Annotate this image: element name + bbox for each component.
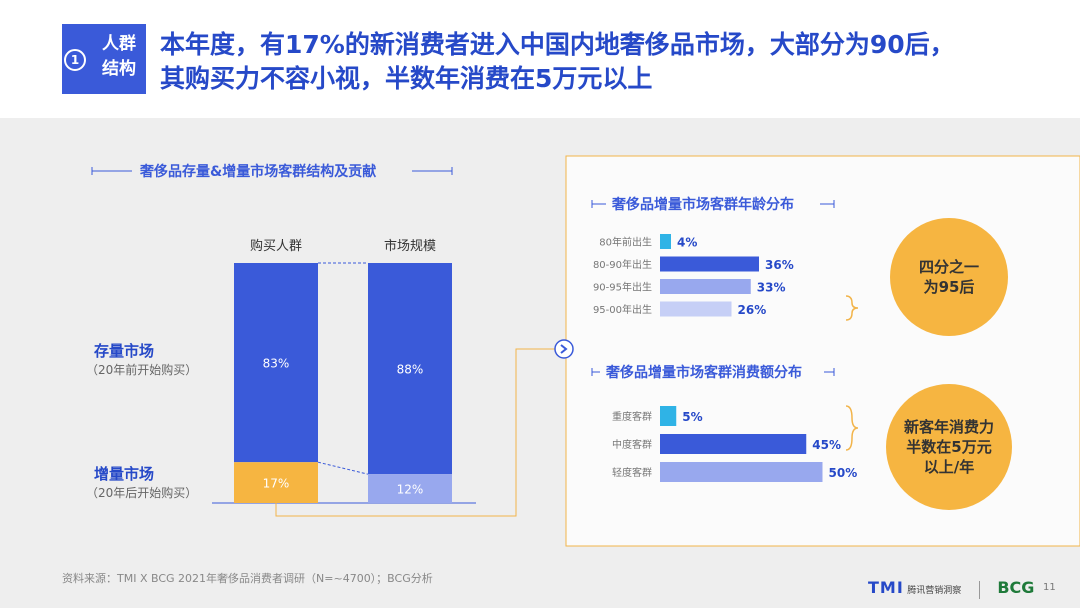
bar-incremental-1 xyxy=(368,474,452,503)
age-brace xyxy=(845,295,859,321)
stacked-bar-chart: 83% 17% 购买人群 88% 12% 市场规模 xyxy=(234,238,452,503)
bar-incremental-0 xyxy=(234,462,318,503)
spend-callout-line2: 半数在5万元 xyxy=(906,438,992,456)
footer-logos: TMI 腾讯营销洞察 BCG xyxy=(868,578,1034,599)
age-group-value-2: 33% xyxy=(757,281,786,295)
section-label-line2: 结构 xyxy=(102,59,136,79)
spend-callout-line3: 以上/年 xyxy=(923,458,975,476)
spend-group-category-1: 中度客群 xyxy=(612,438,652,451)
spend-callout-circle: 新客年消费力 半数在5万元 以上/年 xyxy=(886,384,1012,510)
bar-stock-0 xyxy=(234,263,318,463)
spend-group-value-1: 45% xyxy=(812,438,841,452)
source-note: 资料来源：TMI X BCG 2021年奢侈品消费者调研（N=~4700）；BC… xyxy=(62,572,433,585)
bar-stock-1 xyxy=(368,263,452,475)
connector-arrow-icon xyxy=(554,339,574,359)
incremental-market-label: 增量市场 xyxy=(94,465,155,483)
bar-stock-label-1: 88% xyxy=(397,363,424,377)
section-label: 人群 结构 xyxy=(94,32,144,82)
spend-callout-line1: 新客年消费力 xyxy=(903,418,994,436)
category-label-0: 购买人群 xyxy=(250,238,302,254)
age-callout-line2: 为95后 xyxy=(923,278,975,296)
left-chart-title: 奢侈品存量&增量市场客群结构及贡献 xyxy=(140,164,377,180)
section-number: 1 xyxy=(64,49,86,71)
logo-divider xyxy=(978,581,980,599)
page-number: 11 xyxy=(1043,582,1056,593)
tmi-logo: TMI xyxy=(868,578,904,597)
bcg-logo: BCG xyxy=(997,578,1035,597)
page-title-line1: 本年度，有17%的新消费者进入中国内地奢侈品市场，大部分为90后， xyxy=(160,30,955,59)
section-label-line1: 人群 xyxy=(102,34,136,54)
spend-group-value-2: 50% xyxy=(829,466,858,480)
spend-brace xyxy=(845,405,859,451)
chevron-right-icon xyxy=(560,344,568,354)
bar-incremental-label-1: 12% xyxy=(397,483,424,497)
page-title-line2: 其购买力不容小视，半数年消费在5万元以上 xyxy=(160,64,653,93)
spend-group-bar-0 xyxy=(660,406,677,426)
spend-group-bar-1 xyxy=(660,434,807,454)
page-title: 本年度，有17%的新消费者进入中国内地奢侈品市场，大部分为90后， 其购买力不容… xyxy=(160,28,1060,96)
spend-group-category-0: 重度客群 xyxy=(612,410,652,423)
right-panel-frame xyxy=(565,155,1080,547)
age-group-value-3: 26% xyxy=(738,303,767,317)
age-group-category-0: 80年前出生 xyxy=(599,236,652,249)
age-bar-chart: 80年前出生 4% 80-90年出生 36% 90-95年出生 33% 95-00年出生 26… xyxy=(593,234,794,317)
callout-connector xyxy=(275,348,556,517)
age-group-bar-0 xyxy=(660,234,671,249)
spend-group-bar-2 xyxy=(660,462,823,482)
stock-market-sublabel: （20年前开始购买） xyxy=(86,363,198,377)
age-group-bar-2 xyxy=(660,279,751,294)
bar-incremental-label-0: 17% xyxy=(263,477,290,491)
spend-chart-title: 奢侈品增量市场客群消费额分布 xyxy=(606,365,802,381)
age-group-value-0: 4% xyxy=(677,236,697,250)
age-group-category-1: 80-90年出生 xyxy=(593,258,652,271)
age-group-value-1: 36% xyxy=(765,258,794,272)
bar-stock-label-0: 83% xyxy=(263,357,290,371)
spend-group-value-0: 5% xyxy=(682,410,702,424)
tmi-logo-subtitle: 腾讯营销洞察 xyxy=(907,586,962,596)
age-group-bar-3 xyxy=(660,301,732,317)
age-callout-line1: 四分之一 xyxy=(918,258,979,276)
incremental-market-sublabel: （20年后开始购买） xyxy=(86,486,198,500)
category-label-1: 市场规模 xyxy=(384,238,436,254)
spend-bar-chart: 重度客群 5% 中度客群 45% 轻度客群 50% xyxy=(612,406,857,482)
header: 1 人群 结构 本年度，有17%的新消费者进入中国内地奢侈品市场，大部分为90后… xyxy=(0,0,1080,118)
age-group-category-3: 95-00年出生 xyxy=(593,303,652,316)
age-chart-title: 奢侈品增量市场客群年龄分布 xyxy=(612,197,794,213)
spend-group-category-2: 轻度客群 xyxy=(612,466,652,479)
age-group-category-2: 90-95年出生 xyxy=(593,281,652,294)
age-callout-circle: 四分之一 为95后 xyxy=(890,218,1008,336)
stock-market-label: 存量市场 xyxy=(94,342,155,360)
age-group-bar-1 xyxy=(660,256,759,272)
connector-divider xyxy=(317,461,369,475)
